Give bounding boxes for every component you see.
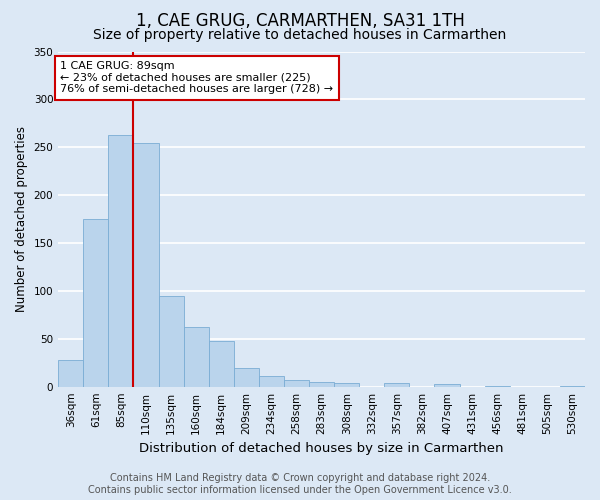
Bar — [434, 384, 460, 386]
Bar — [58, 360, 83, 386]
Bar — [234, 368, 259, 386]
Text: 1 CAE GRUG: 89sqm
← 23% of detached houses are smaller (225)
76% of semi-detache: 1 CAE GRUG: 89sqm ← 23% of detached hous… — [60, 61, 333, 94]
Bar — [83, 219, 109, 386]
Text: Size of property relative to detached houses in Carmarthen: Size of property relative to detached ho… — [94, 28, 506, 42]
Bar — [284, 380, 309, 386]
Bar — [109, 135, 133, 386]
Bar — [334, 383, 359, 386]
Bar — [309, 382, 334, 386]
Bar — [184, 328, 209, 386]
Text: Contains HM Land Registry data © Crown copyright and database right 2024.
Contai: Contains HM Land Registry data © Crown c… — [88, 474, 512, 495]
Bar — [385, 383, 409, 386]
Bar — [259, 376, 284, 386]
Y-axis label: Number of detached properties: Number of detached properties — [15, 126, 28, 312]
Text: 1, CAE GRUG, CARMARTHEN, SA31 1TH: 1, CAE GRUG, CARMARTHEN, SA31 1TH — [136, 12, 464, 30]
Bar — [133, 144, 158, 386]
Bar — [158, 296, 184, 386]
Bar — [209, 340, 234, 386]
X-axis label: Distribution of detached houses by size in Carmarthen: Distribution of detached houses by size … — [139, 442, 504, 455]
